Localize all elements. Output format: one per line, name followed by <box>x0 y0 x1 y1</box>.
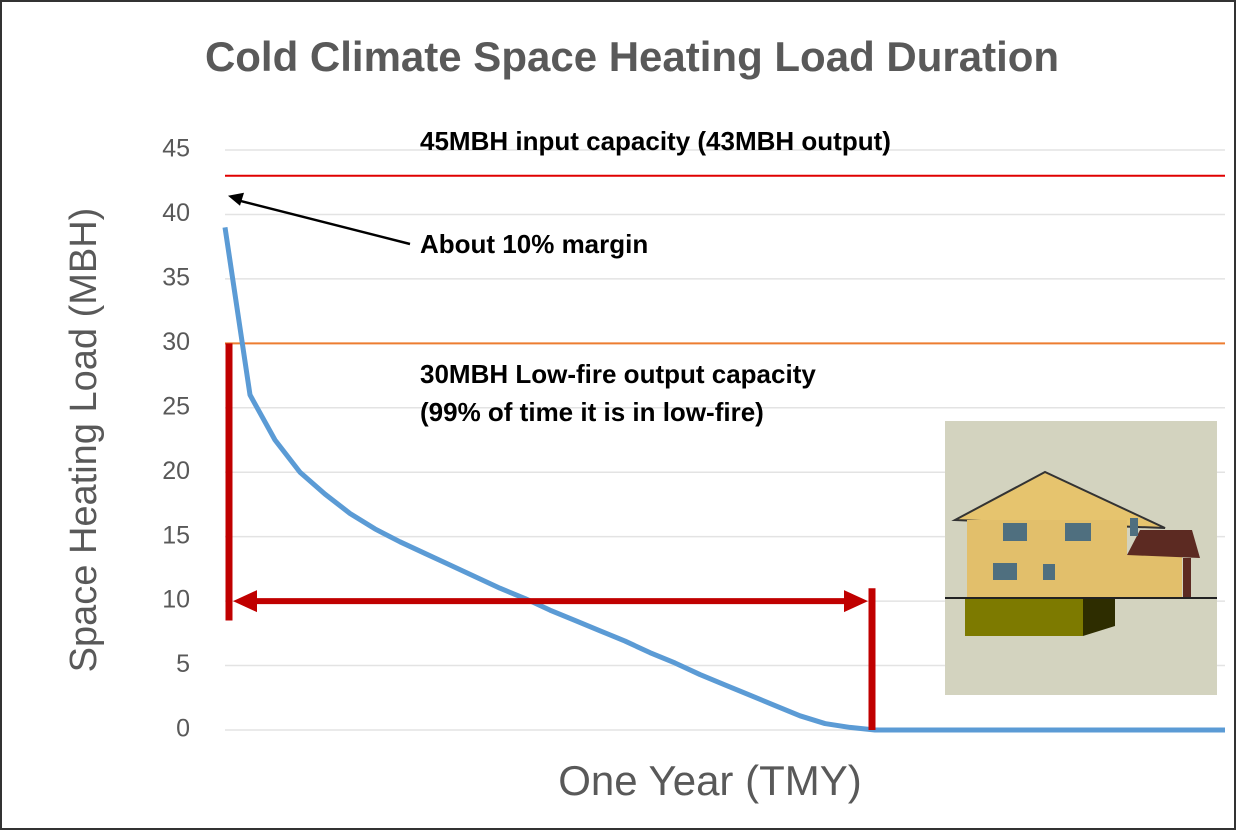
data-line <box>222 226 1225 733</box>
y-tick-label: 35 <box>162 263 190 291</box>
y-tick-label: 15 <box>162 521 190 549</box>
y-tick-label: 30 <box>162 328 190 356</box>
y-tick-label: 5 <box>176 650 190 678</box>
annotation: (99% of time it is in low-fire) <box>420 397 764 427</box>
annotation: 30MBH Low-fire output capacity <box>420 359 816 389</box>
y-tick-label: 0 <box>176 715 190 743</box>
annotation: 45MBH input capacity (43MBH output) <box>420 126 891 156</box>
arrow-head <box>233 590 257 613</box>
house-illustration <box>945 421 1217 695</box>
annotation-arrow <box>235 198 411 246</box>
y-tick-label: 25 <box>162 392 190 420</box>
y-tick-label: 40 <box>162 199 190 227</box>
y-tick-label: 10 <box>162 586 190 614</box>
arrow-head <box>844 590 868 613</box>
y-tick-label: 20 <box>162 457 190 485</box>
y-axis-label: Space Heating Load (MBH) <box>63 208 105 673</box>
x-axis-label: One Year (TMY) <box>558 757 861 804</box>
arrow-head <box>228 192 244 206</box>
chart-title: Cold Climate Space Heating Load Duration <box>205 33 1059 80</box>
annotation: About 10% margin <box>420 229 648 259</box>
y-tick-label: 45 <box>162 135 190 163</box>
